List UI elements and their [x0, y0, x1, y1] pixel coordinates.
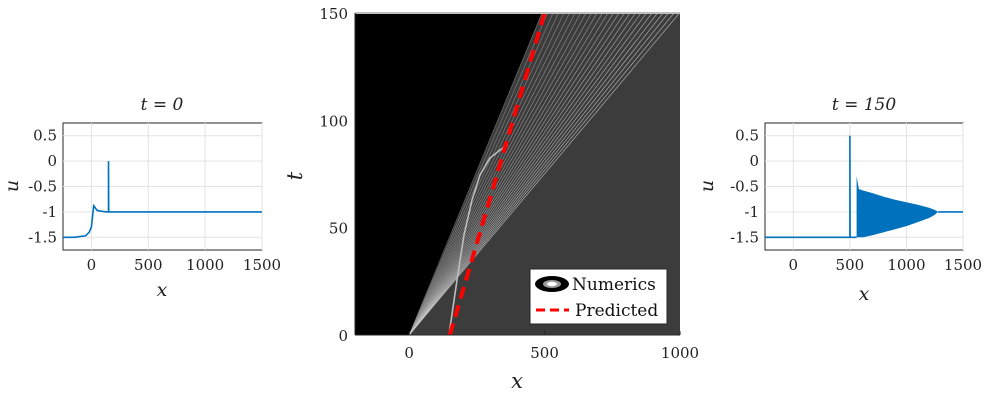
- x-tick-label: 1000: [661, 344, 699, 362]
- y-tick-label: 0: [338, 327, 348, 345]
- tick-labels: 0 500 1000 0 50 100 150: [319, 5, 699, 362]
- legend-numerics-label: Numerics: [572, 275, 656, 295]
- x-tick-label: 500: [836, 256, 865, 274]
- x-tick-label: 1000: [887, 256, 925, 274]
- panel-spacetime: 0 500 1000 0 50 100 150 x t Numerics Predicted: [283, 5, 699, 393]
- x-tick-label: 0: [404, 344, 414, 362]
- y-tick-label: -1.5: [730, 228, 759, 246]
- characteristic-ray: [408, 13, 570, 335]
- data-line: [765, 135, 857, 239]
- legend-numerics-icon: [535, 276, 569, 292]
- tick-labels: 0 500 1000 1500 0.5 0 -0.5 -1 -1.5: [28, 127, 281, 274]
- characteristic-ray: [408, 13, 543, 335]
- characteristic-ray: [408, 13, 565, 335]
- panel-t150: 0 500 1000 1500 0.5 0 -0.5 -1 -1.5 t = 150 x u: [696, 95, 982, 305]
- y-tick-label: 0.5: [33, 127, 57, 145]
- y-tick-label: 0.5: [735, 127, 759, 145]
- x-tick-label: 1500: [243, 256, 281, 274]
- characteristic-ray: [408, 13, 636, 335]
- y-tick-label: 100: [319, 112, 348, 130]
- x-tick-label: 1500: [944, 256, 982, 274]
- characteristic-ray: [408, 13, 669, 335]
- characteristic-ray: [408, 13, 680, 335]
- chart-title: t = 150: [832, 95, 897, 115]
- x-tick-label: 500: [134, 256, 163, 274]
- characteristic-ray: [408, 13, 625, 335]
- x-tick-label: 0: [87, 256, 97, 274]
- chart-title: t = 0: [141, 95, 184, 115]
- characteristic-ray: [408, 13, 598, 335]
- shock-curve: [448, 144, 509, 335]
- y-axis-label: u: [1, 180, 23, 192]
- x-tick-label: 1000: [186, 256, 224, 274]
- characteristic-ray: [408, 13, 658, 335]
- y-tick-label: -0.5: [28, 178, 57, 196]
- y-tick-label: -1: [42, 203, 57, 221]
- y-axis-label: t: [283, 171, 307, 180]
- y-tick-label: 0: [47, 152, 57, 170]
- y-tick-label: 0: [749, 152, 759, 170]
- oscillation-envelope: [856, 176, 939, 238]
- y-tick-label: -1: [744, 203, 759, 221]
- x-axis-label: x: [511, 369, 523, 393]
- series-u: [63, 161, 262, 239]
- panel-t0: 0 500 1000 1500 0.5 0 -0.5 -1 -1.5 t = 0 x u: [1, 95, 281, 301]
- characteristic-ray: [408, 13, 620, 335]
- series-u: [765, 135, 963, 239]
- x-axis-label: x: [859, 283, 870, 305]
- x-axis-label: x: [157, 279, 168, 301]
- legend-predicted-label: Predicted: [575, 301, 658, 321]
- characteristic-ray: [408, 13, 581, 335]
- characteristic-ray: [408, 13, 614, 335]
- y-axis-label: u: [696, 180, 718, 192]
- characteristic-ray: [408, 13, 664, 335]
- characteristic-ray: [408, 13, 609, 335]
- characteristic-ray: [408, 13, 592, 335]
- y-tick-label: -0.5: [730, 178, 759, 196]
- x-tick-label: 500: [530, 344, 559, 362]
- characteristic-ray: [408, 13, 576, 335]
- characteristic-ray: [408, 13, 603, 335]
- y-tick-label: 150: [319, 5, 348, 23]
- y-tick-label: 50: [329, 220, 348, 238]
- fan-region: [410, 13, 680, 335]
- characteristic-ray: [408, 13, 675, 335]
- characteristic-ray: [408, 13, 631, 335]
- data-line: [63, 161, 262, 239]
- y-tick-label: -1.5: [28, 228, 57, 246]
- characteristic-ray: [408, 13, 559, 335]
- characteristic-ray: [408, 13, 647, 335]
- characteristic-ray: [408, 13, 548, 335]
- characteristic-ray: [408, 13, 642, 335]
- characteristic-ray: [408, 13, 587, 335]
- legend: Numerics Predicted: [529, 268, 668, 325]
- x-tick-label: 0: [789, 256, 799, 274]
- characteristic-ray: [408, 13, 653, 335]
- tick-labels: 0 500 1000 1500 0.5 0 -0.5 -1 -1.5: [730, 127, 982, 274]
